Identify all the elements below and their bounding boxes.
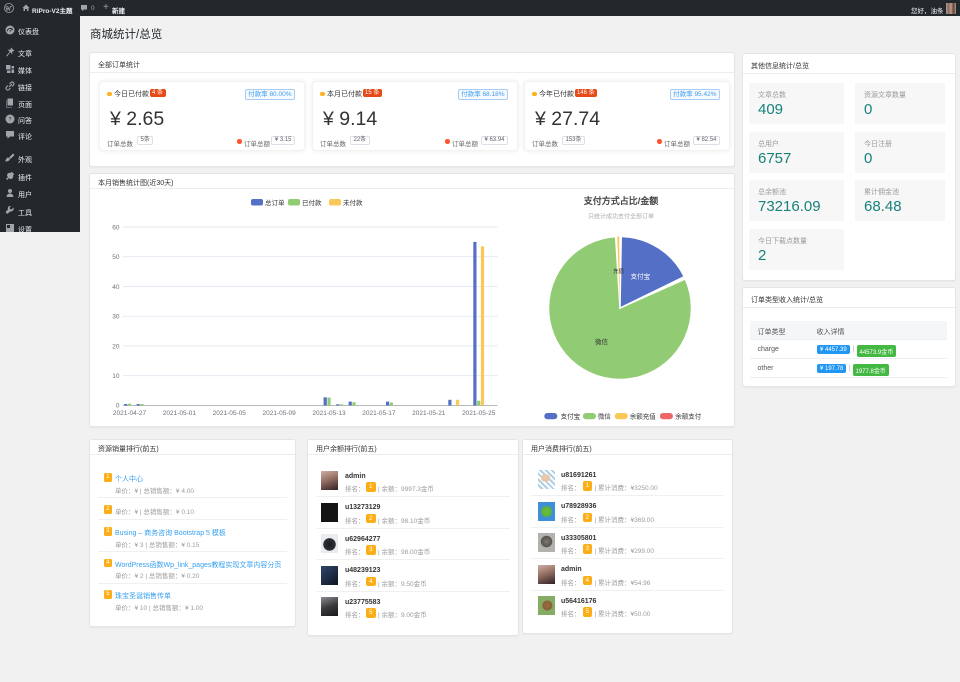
svg-text:微信: 微信 bbox=[598, 412, 612, 421]
svg-text:2021-05-13: 2021-05-13 bbox=[312, 410, 346, 417]
svg-text:余额充值: 余额充值 bbox=[630, 412, 657, 421]
svg-text:微信: 微信 bbox=[595, 337, 609, 346]
svg-text:60: 60 bbox=[112, 224, 120, 231]
svg-text:支付方式占比/金额: 支付方式占比/金额 bbox=[583, 195, 659, 206]
svg-text:已付款: 已付款 bbox=[302, 198, 322, 207]
svg-text:只统计成功支付全部订单: 只统计成功支付全部订单 bbox=[588, 213, 654, 221]
svg-text:30: 30 bbox=[112, 314, 120, 321]
svg-text:10: 10 bbox=[112, 373, 120, 380]
svg-text:2021-05-09: 2021-05-09 bbox=[262, 410, 296, 417]
svg-text:2021-05-01: 2021-05-01 bbox=[163, 410, 197, 417]
svg-text:充值: 充值 bbox=[613, 267, 625, 275]
svg-text:未付款: 未付款 bbox=[343, 198, 363, 207]
svg-text:20: 20 bbox=[112, 343, 120, 350]
svg-text:支付宝: 支付宝 bbox=[631, 272, 651, 281]
svg-text:余额支付: 余额支付 bbox=[675, 412, 702, 421]
svg-text:0: 0 bbox=[116, 403, 120, 410]
svg-text:?: ? bbox=[8, 117, 11, 123]
svg-text:总订单: 总订单 bbox=[265, 198, 285, 207]
svg-text:2021-05-25: 2021-05-25 bbox=[462, 410, 496, 417]
svg-text:40: 40 bbox=[112, 284, 120, 291]
svg-text:2021-05-05: 2021-05-05 bbox=[213, 410, 247, 417]
svg-text:2021-05-17: 2021-05-17 bbox=[362, 410, 396, 417]
svg-text:50: 50 bbox=[112, 254, 120, 261]
svg-text:支付宝: 支付宝 bbox=[561, 412, 581, 421]
svg-text:2021-04-27: 2021-04-27 bbox=[113, 410, 147, 417]
svg-text:2021-05-21: 2021-05-21 bbox=[412, 410, 446, 417]
